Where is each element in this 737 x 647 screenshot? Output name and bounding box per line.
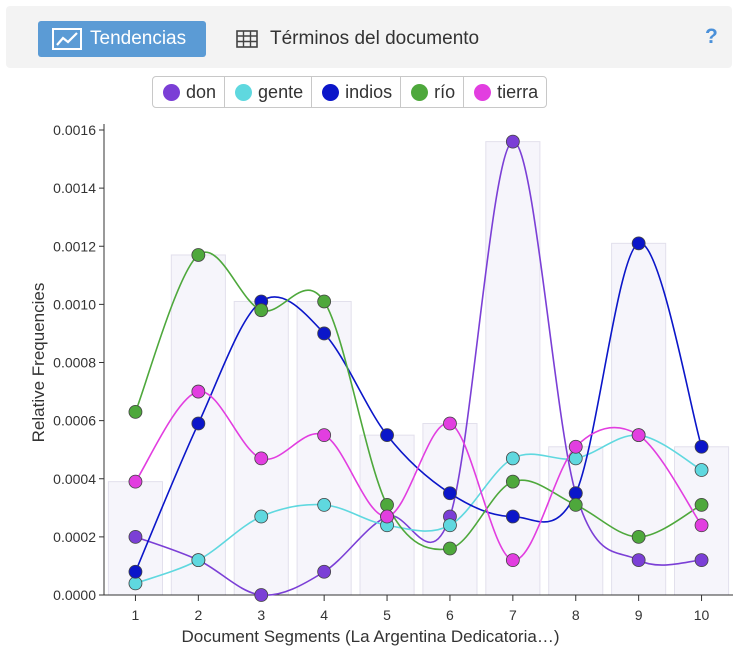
data-point-rio [568,498,583,512]
data-point-tierra [254,451,269,466]
data-point-don [694,553,709,568]
x-tick-label: 7 [509,607,517,623]
data-point-rio [443,541,457,556]
data-point-indios [694,439,709,454]
y-axis-title: Relative Frequencies [29,283,48,443]
legend-label-indios: indios [345,81,393,102]
data-point-don [505,134,520,149]
data-point-gente [317,498,332,512]
y-tick-label: 0.0004 [53,471,96,487]
data-point-don [128,529,143,544]
tab-document-terms-label: Términos del documento [270,28,480,49]
legend-swatch-don [163,83,180,101]
data-point-rio [317,294,332,309]
series-line-gente [135,434,702,585]
x-tick-label: 4 [320,607,328,623]
chart-legend: don gente indios río tierra [152,76,548,108]
data-point-rio [254,303,269,318]
legend-swatch-indios [322,83,340,101]
data-point-indios [505,509,520,524]
legend-item-indios[interactable]: indios [312,77,402,107]
toolbar: Tendencias Términos del documento ? [6,6,732,68]
data-point-rio [128,405,143,419]
y-tick-label: 0.0006 [53,413,96,429]
data-point-rio [631,529,646,544]
y-tick-label: 0.0012 [53,238,96,254]
legend-swatch-gente [235,83,253,101]
y-tick-label: 0.0010 [53,296,96,312]
background-bar [422,423,478,596]
data-point-tierra [380,509,394,524]
data-point-gente [505,451,520,466]
legend-swatch-tierra [474,83,492,101]
data-point-tierra [128,474,143,489]
data-point-indios [631,236,646,251]
y-tick-label: 0.0016 [53,122,96,138]
data-point-tierra [568,439,583,454]
x-tick-label: 9 [635,607,643,623]
legend-swatch-rio [411,83,429,101]
data-point-rio [191,248,206,262]
background-bar [233,300,289,596]
data-point-gente [254,509,269,524]
line-chart-icon [52,28,82,50]
legend-item-tierra[interactable]: tierra [464,77,546,107]
data-point-indios [317,326,332,341]
legend-label-gente: gente [258,81,304,102]
data-point-rio [380,498,394,512]
data-point-tierra [694,518,709,533]
y-tick-label: 0.0014 [53,180,96,196]
series-line-tierra [134,390,703,561]
y-tick-label: 0.0002 [53,529,96,545]
legend-item-gente[interactable]: gente [225,77,313,107]
data-point-gente [128,576,143,591]
tab-trends-label: Tendencias [90,28,187,49]
data-point-tierra [505,553,520,568]
x-axis-title: Document Segments (La Argentina Dedicato… [182,627,560,646]
data-point-tierra [317,428,332,443]
data-point-tierra [631,428,646,443]
legend-label-rio: río [434,81,456,102]
trends-chart: 0.0000 0.0002 0.0004 0.0006 0.0008 0.0010 0.00… [29,122,733,646]
legend-item-rio[interactable]: río [401,77,465,107]
x-tick-label: 8 [572,607,580,623]
help-button[interactable]: ? [705,25,718,48]
data-point-don [254,588,269,602]
data-point-gente [443,518,457,533]
x-tick-label: 5 [383,607,391,623]
background-bar [296,300,352,596]
data-point-indios [128,564,143,579]
data-point-indios [443,486,457,501]
legend-label-don: don [186,81,217,102]
tab-document-terms[interactable]: Términos del documento [236,21,479,57]
data-point-rio [694,498,709,512]
y-tick-label: 0.0008 [53,355,96,371]
data-point-rio [505,474,520,489]
tab-trends[interactable]: Tendencias [38,21,206,57]
y-tick-label: 0.0000 [53,587,96,603]
data-point-indios [380,428,394,443]
data-point-indios [191,416,206,431]
data-point-gente [191,553,206,568]
x-tick-label: 6 [446,607,454,623]
series-line-indios [134,242,703,573]
data-point-gente [694,463,709,477]
legend-item-don[interactable]: don [153,77,226,107]
data-point-gente [568,451,583,466]
data-point-indios [568,486,583,501]
data-point-tierra [191,384,206,399]
x-tick-label: 2 [194,607,202,623]
x-tick-label: 3 [257,607,265,623]
data-point-don [317,564,332,579]
data-point-tierra [443,416,457,431]
x-tick-label: 10 [694,607,710,623]
background-bar [548,446,604,596]
data-point-don [631,553,646,568]
table-icon [236,30,258,48]
x-tick-label: 1 [132,607,140,623]
legend-label-tierra: tierra [497,81,539,102]
